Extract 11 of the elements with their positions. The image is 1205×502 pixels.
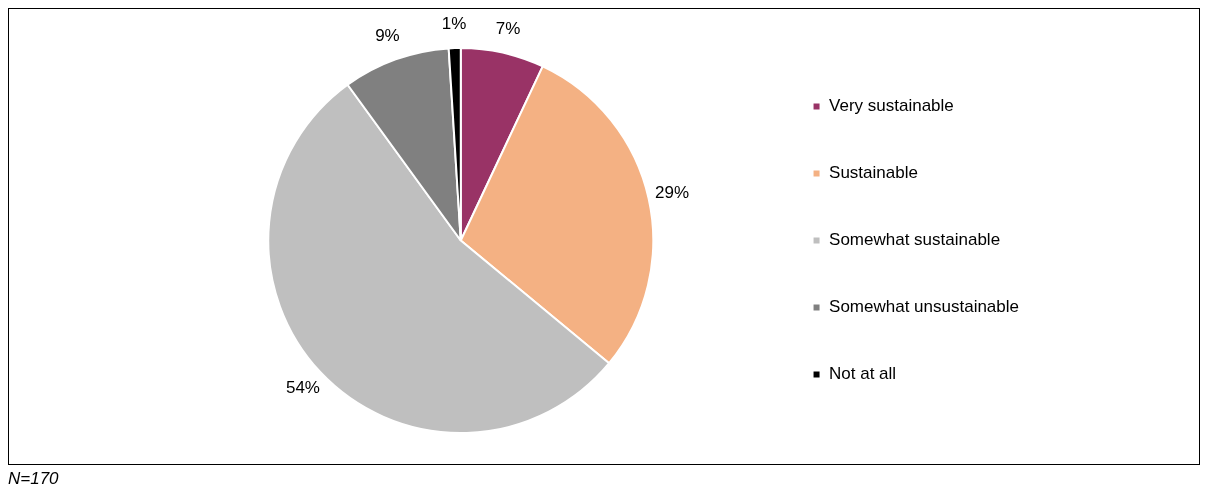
text: N=170 [8, 469, 60, 489]
legend-label: Not at all [829, 364, 897, 384]
legend-label: Somewhat sustainable [829, 230, 1001, 250]
legend-label: Very sustainable [829, 96, 954, 116]
data-label: 29% [655, 182, 690, 202]
data-label: 9% [375, 26, 400, 46]
data-label: 7% [495, 18, 521, 38]
legend-label: Somewhat unsustainable [829, 297, 1020, 317]
data-label: 1% [441, 13, 467, 33]
data-label: 54% [285, 378, 320, 398]
legend-label: Sustainable [829, 163, 918, 183]
